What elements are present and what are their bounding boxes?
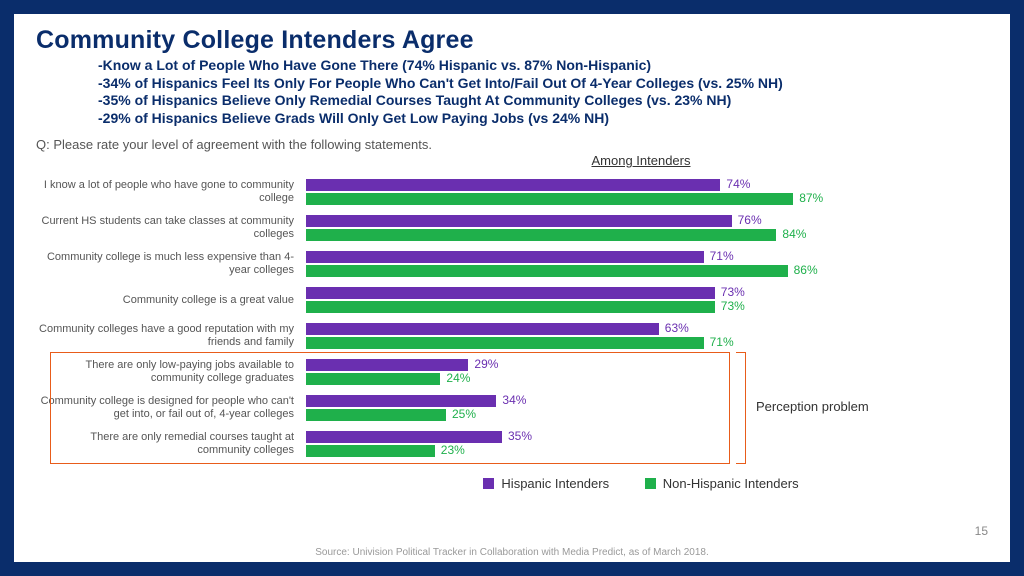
page-number: 15 xyxy=(975,524,988,538)
chart-row: Community college is a great value73%73% xyxy=(36,282,988,318)
bar-hispanic: 63% xyxy=(306,323,659,335)
bar-value-label: 76% xyxy=(732,213,762,227)
legend-label: Non-Hispanic Intenders xyxy=(663,476,799,491)
row-label: Community college is designed for people… xyxy=(36,395,306,420)
chart-row: There are only remedial courses taught a… xyxy=(36,426,988,462)
bar-hispanic: 34% xyxy=(306,395,496,407)
row-label: Community college is a great value xyxy=(36,294,306,307)
bar-value-label: 87% xyxy=(793,191,823,205)
question-text: Q: Please rate your level of agreement w… xyxy=(36,137,988,152)
legend-label: Hispanic Intenders xyxy=(501,476,609,491)
chart-title: Among Intenders xyxy=(296,153,986,168)
bar-non-hispanic: 73% xyxy=(306,301,715,313)
bar-non-hispanic: 86% xyxy=(306,265,788,277)
bar-non-hispanic: 25% xyxy=(306,409,446,421)
bar-value-label: 25% xyxy=(446,407,476,421)
legend-swatch-icon xyxy=(483,478,494,489)
slide-frame: Community College Intenders Agree -Know … xyxy=(0,0,1024,576)
bar-group: 29%24% xyxy=(306,354,866,390)
legend-item-non-hispanic: Non-Hispanic Intenders xyxy=(645,476,799,491)
legend-swatch-icon xyxy=(645,478,656,489)
bar-value-label: 24% xyxy=(440,371,470,385)
row-label: Community colleges have a good reputatio… xyxy=(36,323,306,348)
perception-label: Perception problem xyxy=(756,399,869,414)
bar-non-hispanic: 84% xyxy=(306,229,776,241)
bullet-item: -34% of Hispanics Feel Its Only For Peop… xyxy=(98,75,988,93)
bullet-item: -29% of Hispanics Believe Grads Will Onl… xyxy=(98,110,988,128)
bar-group: 73%73% xyxy=(306,282,866,318)
bar-non-hispanic: 71% xyxy=(306,337,704,349)
bar-non-hispanic: 87% xyxy=(306,193,793,205)
bar-non-hispanic: 24% xyxy=(306,373,440,385)
slide-title: Community College Intenders Agree xyxy=(36,26,988,55)
bar-hispanic: 35% xyxy=(306,431,502,443)
bar-value-label: 71% xyxy=(704,335,734,349)
bar-group: 74% 87% xyxy=(306,174,866,210)
bar-value-label: 86% xyxy=(788,263,818,277)
bullet-list: -Know a Lot of People Who Have Gone Ther… xyxy=(36,57,988,127)
bar-hispanic: 29% xyxy=(306,359,468,371)
bullet-item: -35% of Hispanics Believe Only Remedial … xyxy=(98,92,988,110)
bar-hispanic: 74% xyxy=(306,179,720,191)
chart-row: Current HS students can take classes at … xyxy=(36,210,988,246)
bar-group: 71% 86% xyxy=(306,246,866,282)
bar-chart: I know a lot of people who have gone to … xyxy=(36,174,988,462)
row-label: There are only low-paying jobs available… xyxy=(36,359,306,384)
bar-group: 63% 71% xyxy=(306,318,866,354)
bar-value-label: 29% xyxy=(468,357,498,371)
bar-hispanic: 76% xyxy=(306,215,732,227)
bar-value-label: 73% xyxy=(715,285,745,299)
bar-value-label: 23% xyxy=(435,443,465,457)
bar-group: 35%23% xyxy=(306,426,866,462)
chart-row: There are only low-paying jobs available… xyxy=(36,354,988,390)
bar-non-hispanic: 23% xyxy=(306,445,435,457)
bar-hispanic: 71% xyxy=(306,251,704,263)
row-label: I know a lot of people who have gone to … xyxy=(36,179,306,204)
bar-value-label: 35% xyxy=(502,429,532,443)
bar-value-label: 73% xyxy=(715,299,745,313)
bar-value-label: 63% xyxy=(659,321,689,335)
bar-hispanic: 73% xyxy=(306,287,715,299)
legend-item-hispanic: Hispanic Intenders xyxy=(483,476,609,491)
bullet-item: -Know a Lot of People Who Have Gone Ther… xyxy=(98,57,988,75)
bracket-icon xyxy=(736,352,746,464)
row-label: There are only remedial courses taught a… xyxy=(36,431,306,456)
bar-value-label: 74% xyxy=(720,177,750,191)
row-label: Current HS students can take classes at … xyxy=(36,215,306,240)
bar-value-label: 84% xyxy=(776,227,806,241)
bar-group: 76% 84% xyxy=(306,210,866,246)
chart-row: I know a lot of people who have gone to … xyxy=(36,174,988,210)
bar-value-label: 34% xyxy=(496,393,526,407)
source-citation: Source: Univision Political Tracker in C… xyxy=(14,547,1010,558)
chart-row: Community colleges have a good reputatio… xyxy=(36,318,988,354)
chart-legend: Hispanic Intenders Non-Hispanic Intender… xyxy=(296,476,986,492)
bar-value-label: 71% xyxy=(704,249,734,263)
chart-row: Community college is much less expensive… xyxy=(36,246,988,282)
row-label: Community college is much less expensive… xyxy=(36,251,306,276)
